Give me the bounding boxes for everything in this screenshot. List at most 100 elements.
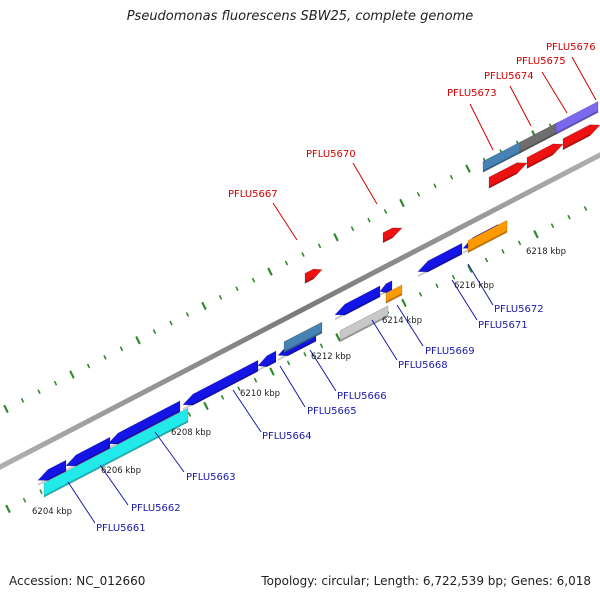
leader-pflu5671 <box>451 279 478 321</box>
tick-dot <box>286 360 291 366</box>
gene-arrow-pflu5673b <box>488 162 528 189</box>
scale-label-6206-kbp: 6206 kbp <box>101 466 141 476</box>
tick-dot <box>269 367 275 376</box>
gene-box-pflu5674-shade <box>520 131 558 154</box>
gene-label-pflu5669: PFLU5669 <box>425 346 475 357</box>
leader-pflu5664 <box>232 389 262 433</box>
scale-label-6218-kbp: 6218 kbp <box>526 247 566 257</box>
gene-arrow-pflu5669-shade <box>380 287 392 296</box>
gene-label-pflu5663: PFLU5663 <box>186 472 236 483</box>
leader-pflu5661 <box>67 481 96 524</box>
tick-dot <box>533 230 539 239</box>
leader-pflu5666 <box>309 349 337 392</box>
gene-arrow-pflu5674b-shade <box>527 152 553 169</box>
gene-arrow-pflu5671-shade <box>418 252 462 278</box>
gene-box-cyan <box>43 407 189 498</box>
tick-dot <box>22 498 27 503</box>
gene-label-pflu5672: PFLU5672 <box>494 304 544 315</box>
map-title: Pseudomonas fluorescens SBW25, complete … <box>126 9 474 24</box>
gene-arrow-pflu5676-shade <box>563 133 590 150</box>
tick-dot <box>550 223 555 228</box>
tick-dot <box>451 274 456 280</box>
tick-dot <box>484 257 489 263</box>
gene-label-pflu5670: PFLU5670 <box>306 149 356 160</box>
gene-label-pflu5673: PFLU5673 <box>447 88 497 99</box>
leader-pflu5670 <box>352 162 378 205</box>
gene-arrow-pflu5674b <box>526 143 564 169</box>
leader-pflu5673 <box>469 103 494 151</box>
backbone-line <box>0 152 600 470</box>
leader-pflu5667 <box>272 202 298 241</box>
tick-dot <box>3 404 9 413</box>
tick-dot <box>103 355 107 360</box>
gene-arrow-pflu5668-shade <box>335 294 380 321</box>
tick-dot <box>418 292 423 297</box>
tick-dot <box>39 489 43 494</box>
gene-box-lightgray-shade <box>340 314 388 342</box>
gene-box-orange-small <box>385 284 403 304</box>
gene-box-cyan-shade <box>44 420 188 498</box>
gene-labels: PFLU5667 PFLU5670 PFLU5673 PFLU5674 PFLU5675… <box>96 42 596 534</box>
gene-arrow-pflu5673b-shade <box>489 171 517 189</box>
tick-dot <box>220 395 225 400</box>
tick-dot <box>367 217 371 223</box>
tick-dot <box>517 240 522 246</box>
tick-dot <box>20 398 25 403</box>
gene-label-pflu5667: PFLU5667 <box>228 189 278 200</box>
tick-dot <box>235 286 239 292</box>
tick-dot <box>350 226 355 231</box>
gene-arrow-pflu5669 <box>379 280 393 294</box>
gene-box-pflu5675 <box>555 101 599 135</box>
scale-label-6204-kbp: 6204 kbp <box>32 507 72 517</box>
leader-pflu5675 <box>541 71 568 114</box>
genome-summary: Topology: circular; Length: 6,722,539 bp… <box>261 574 591 588</box>
tick-dot <box>119 346 124 352</box>
leader-pflu5674 <box>509 85 532 127</box>
gene-arrow-pflu5662-shade <box>66 446 110 472</box>
gene-arrow-pflu5664-shade <box>183 369 258 411</box>
tick-dot <box>501 249 505 254</box>
tick-dot <box>37 389 41 394</box>
tick-dot <box>401 298 407 307</box>
tick-dot <box>449 174 454 180</box>
tick-dot <box>333 233 339 242</box>
tick-dot <box>187 412 192 417</box>
leader-pflu5663 <box>154 431 185 473</box>
gene-arrow-pflu5670 <box>382 227 403 244</box>
tick-dot <box>69 370 75 379</box>
leader-pflu5662 <box>99 464 129 506</box>
tick-dot <box>169 320 173 326</box>
gene-label-pflu5665: PFLU5665 <box>307 406 357 417</box>
tick-dot <box>201 301 207 310</box>
tick-dot <box>399 198 405 207</box>
scale-label-6216-kbp: 6216 kbp <box>454 281 494 291</box>
gene-arrow-pflu5670-shade <box>383 235 393 243</box>
tick-dot <box>467 264 473 273</box>
tick-dot <box>152 329 157 334</box>
tick-dot <box>284 260 289 266</box>
gene-label-pflu5668: PFLU5668 <box>398 360 448 371</box>
accession-text: Accession: NC_012660 <box>9 574 146 588</box>
gene-arrow-pflu5671 <box>417 242 463 273</box>
tick-dot <box>433 183 437 189</box>
tick-dot <box>435 283 439 289</box>
gene-box-pflu5673 <box>482 141 522 173</box>
gene-label-pflu5676: PFLU5676 <box>546 42 596 53</box>
scale-label-6210-kbp: 6210 kbp <box>240 389 280 399</box>
gene-label-pflu5675: PFLU5675 <box>516 56 566 67</box>
leader-pflu5669 <box>396 304 424 347</box>
tick-dot <box>53 380 58 386</box>
scale-label-6214-kbp: 6214 kbp <box>382 316 422 326</box>
gene-box-pflu5673-shade <box>483 150 521 173</box>
gene-label-pflu5662: PFLU5662 <box>131 503 181 514</box>
leader-pflu5676 <box>571 56 597 101</box>
tick-dot <box>416 192 421 197</box>
gene-arrow-pflu5666-shade <box>278 339 316 361</box>
tick-dot <box>135 336 141 345</box>
tick-dot <box>383 209 388 214</box>
scale-labels: 6204 kbp 6206 kbp 6208 kbp 6210 kbp 6212 kbp… <box>32 247 566 517</box>
gene-label-pflu5661: PFLU5661 <box>96 523 146 534</box>
gene-box-steel-low-shade <box>284 331 322 353</box>
gene-arrow-pflu5667-shade <box>305 277 314 284</box>
